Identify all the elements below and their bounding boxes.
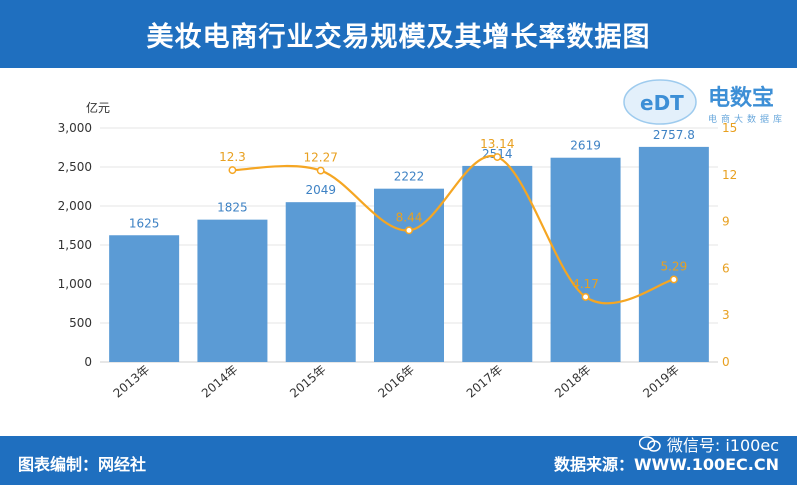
logo: eDT 电数宝 电商大数据库 xyxy=(620,72,790,132)
bar-value-label: 2222 xyxy=(394,170,425,184)
y2-tick-label: 9 xyxy=(722,215,730,229)
growth-rate-label: 12.3 xyxy=(219,150,246,164)
growth-rate-label: 13.14 xyxy=(480,137,514,151)
cloud-logo-icon: eDT xyxy=(623,79,697,125)
growth-rate-label: 5.29 xyxy=(660,259,687,273)
growth-rate-point xyxy=(316,166,325,175)
growth-rate-label: 12.27 xyxy=(304,151,338,165)
bar xyxy=(638,146,709,362)
bar-value-label: 2619 xyxy=(570,139,601,153)
x-tick-label: 2017年 xyxy=(464,362,506,400)
wechat-icon xyxy=(638,436,661,452)
y-tick-label: 2,000 xyxy=(58,199,92,213)
bar xyxy=(197,219,268,362)
title-banner: 美妆电商行业交易规模及其增长率数据图 xyxy=(0,0,797,68)
logo-tag: eDT xyxy=(640,91,684,115)
footer-bar: 图表编制：网经社 数据来源：WWW.100EC.CN xyxy=(0,436,797,485)
y-axis-label: 亿元 xyxy=(86,100,110,115)
x-tick-label: 2015年 xyxy=(287,362,329,400)
footer-source: 数据来源：WWW.100EC.CN xyxy=(553,455,779,474)
y-tick-label: 500 xyxy=(69,316,92,330)
x-tick-label: 2019年 xyxy=(640,362,682,400)
growth-rate-label: 4.17 xyxy=(572,277,599,291)
bar-value-label: 2049 xyxy=(305,183,336,197)
chart-title: 美妆电商行业交易规模及其增长率数据图 xyxy=(146,21,651,53)
y-tick-label: 1,000 xyxy=(58,277,92,291)
wechat-label: 微信号: i100ec xyxy=(666,436,779,455)
y2-tick-label: 3 xyxy=(722,308,730,322)
bar xyxy=(550,157,621,362)
bar xyxy=(285,202,356,362)
bar xyxy=(462,165,533,362)
y2-tick-label: 15 xyxy=(722,121,737,135)
x-tick-label: 2014年 xyxy=(199,362,241,400)
logo-subtitle: 电商大数据库 xyxy=(708,115,787,125)
growth-rate-point xyxy=(669,275,678,284)
growth-rate-point xyxy=(228,166,237,175)
growth-rate-label: 8.44 xyxy=(396,210,423,224)
combo-chart: 亿元 0 500 1,000 1,500 2,000 2,500 3,000 0 3 6 9 12 15 1… xyxy=(58,100,738,401)
growth-rate-point xyxy=(581,292,590,301)
bar xyxy=(374,188,444,362)
bar-value-label: 1625 xyxy=(129,216,160,230)
bar-value-label: 2757.8 xyxy=(653,128,695,142)
growth-rate-point xyxy=(493,153,502,161)
bar xyxy=(109,235,180,362)
x-tick-label: 2018年 xyxy=(552,362,594,400)
y2-tick-label: 0 xyxy=(722,355,730,369)
y-tick-label: 2,500 xyxy=(58,160,92,174)
y-tick-label: 3,000 xyxy=(58,121,92,135)
y-tick-label: 1,500 xyxy=(58,238,92,252)
bar-value-label: 1825 xyxy=(217,201,248,215)
wechat-watermark: 微信号: i100ec xyxy=(638,432,779,456)
x-tick-label: 2013年 xyxy=(111,362,153,400)
footer-credit: 图表编制：网经社 xyxy=(18,455,147,474)
x-tick-label: 2016年 xyxy=(375,362,417,400)
growth-rate-point xyxy=(405,226,413,235)
logo-name: 电数宝 xyxy=(708,86,775,111)
chart-area: 亿元 0 500 1,000 1,500 2,000 2,500 3,000 0 3 6 9 12 15 1… xyxy=(0,68,797,436)
y2-tick-label: 12 xyxy=(722,168,737,182)
y-tick-label: 0 xyxy=(84,355,92,369)
y2-tick-label: 6 xyxy=(722,261,730,275)
